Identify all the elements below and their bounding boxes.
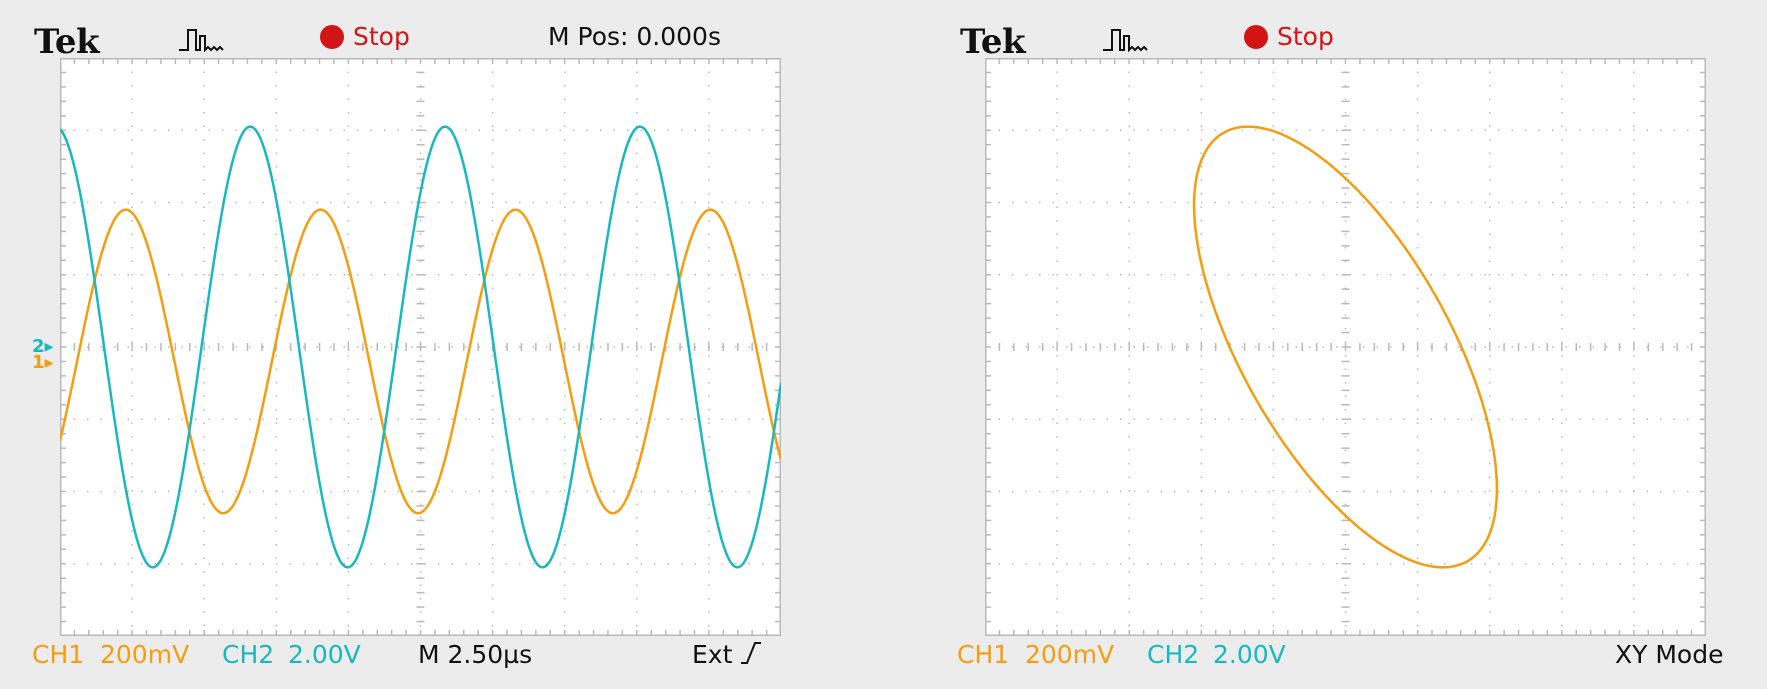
scope-screenshot-xy: Tek Stop CH1 200mV CH2 2.00V XY Mode: [920, 0, 1760, 689]
ch2-label: CH2: [222, 640, 275, 669]
brand-logo: Tek: [960, 22, 1026, 62]
ch1-scale: 200mV: [1025, 640, 1115, 669]
xy-lissajous-trace: [1192, 125, 1499, 569]
ch1-ground-marker: 1▸: [32, 352, 54, 373]
trigger-source: Ext: [692, 640, 762, 669]
timebase-readout: M 2.50µs: [418, 640, 533, 669]
run-state: Stop: [320, 22, 410, 51]
run-state-label: Stop: [1277, 22, 1334, 51]
yt-graticule: [60, 58, 781, 636]
ch1-label: CH1: [957, 640, 1010, 669]
stop-indicator-icon: [1244, 24, 1268, 49]
run-state-label: Stop: [353, 22, 410, 51]
waveform-display: [60, 58, 781, 636]
xy-display: [985, 58, 1706, 636]
ch2-scale: 2.00V: [1213, 640, 1286, 669]
brand-logo: Tek: [34, 22, 100, 62]
ch1-scale: 200mV: [100, 640, 190, 669]
rising-edge-icon: [741, 642, 762, 664]
ch1-waveform: [60, 208, 781, 515]
stop-indicator-icon: [320, 24, 344, 49]
ch2-ground-marker: 2▸: [32, 336, 54, 357]
scope-screenshot-yt: Tek Stop M Pos: 0.000s 2▸ 1▸ CH1 200mV C…: [0, 0, 840, 689]
m-pos-readout: M Pos: 0.000s: [548, 22, 721, 51]
pulse-trigger-icon: [1102, 26, 1150, 58]
display-mode-label: XY Mode: [1615, 640, 1724, 669]
run-state: Stop: [1244, 22, 1334, 51]
ch2-label: CH2: [1147, 640, 1200, 669]
ch1-label: CH1: [32, 640, 85, 669]
ch2-waveform: [60, 125, 781, 569]
xy-graticule: [985, 58, 1706, 636]
pulse-trigger-icon: [178, 26, 226, 58]
ch2-scale: 2.00V: [288, 640, 361, 669]
